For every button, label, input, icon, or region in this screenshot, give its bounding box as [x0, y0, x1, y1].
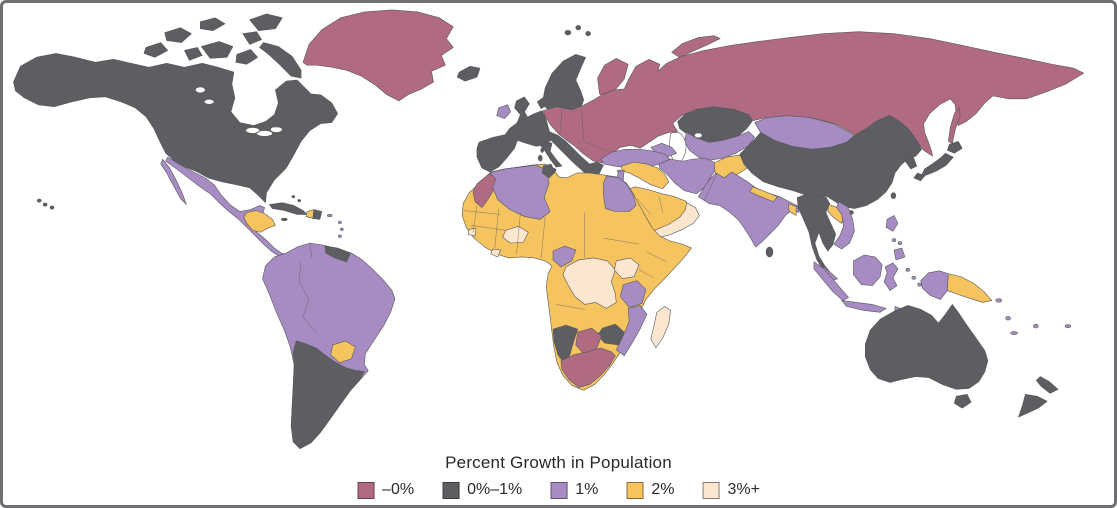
region-sakhalin [948, 107, 961, 144]
region-mexico-central-america [160, 156, 292, 259]
region-haiti [305, 209, 315, 219]
region-sri-lanka [765, 246, 774, 258]
region-iceland [456, 65, 481, 82]
region-cuba [269, 202, 308, 215]
region-dr-congo [562, 257, 617, 309]
region-svalbard [564, 25, 591, 37]
region-myanmar-thailand [796, 193, 836, 273]
region-iraq-syria [620, 161, 669, 190]
region-guyana [324, 245, 351, 263]
region-gabon-congo [552, 245, 577, 268]
region-australia [865, 304, 989, 390]
legend-swatch-two [626, 481, 644, 499]
region-paraguay [330, 340, 356, 363]
region-hawaii [36, 198, 55, 210]
region-denmark [536, 96, 549, 110]
region-bangladesh [787, 203, 797, 216]
legend-swatch-neg [357, 481, 375, 499]
region-jamaica [281, 217, 288, 221]
region-south-africa [560, 347, 616, 388]
legend-swatch-one [550, 481, 568, 499]
region-algeria [489, 164, 551, 220]
legend-swatch-zero [442, 481, 460, 499]
region-vietnam-cambodia [833, 201, 855, 250]
region-new-guinea-west [920, 270, 949, 300]
region-ireland [496, 104, 511, 119]
legend-label-two: 2% [651, 481, 675, 498]
region-novaya-zemlya [671, 35, 721, 58]
legend-label-neg: –0% [382, 481, 415, 498]
region-south-sudan-uganda [614, 257, 640, 280]
legend-item-two: 2% [626, 481, 674, 499]
region-nepal [749, 186, 778, 202]
region-argentina-chile [290, 340, 365, 449]
region-guatemala-honduras [243, 210, 276, 233]
region-tanzania [619, 280, 647, 308]
region-taiwan [890, 192, 897, 199]
region-korea [905, 153, 918, 170]
region-tasmania [953, 394, 972, 409]
region-burkina-faso [502, 226, 529, 244]
region-egypt [603, 175, 637, 212]
region-namibia [552, 324, 579, 365]
region-papua-new-guinea [947, 273, 993, 303]
region-new-zealand [1018, 376, 1059, 418]
great-lakes [195, 86, 283, 137]
legend-label-three: 3%+ [727, 481, 760, 498]
region-india-pakistan [698, 171, 800, 248]
region-philippines [885, 215, 906, 261]
region-mozambique [616, 305, 648, 357]
legend-item-neg: –0% [357, 481, 414, 499]
region-greenland [302, 9, 454, 102]
legend-items: –0% 0%–1% 1% 2% 3%+ [357, 481, 760, 499]
region-lesser-antilles [338, 220, 344, 238]
legend-item-zero: 0%–1% [442, 481, 522, 499]
legend-title: Percent Growth in Population [445, 453, 672, 472]
region-north-america [13, 53, 338, 203]
legend-item-three: 3%+ [702, 481, 760, 499]
legend-swatch-three [702, 481, 720, 499]
legend: Percent Growth in Population –0% 0%–1% 1… [357, 453, 760, 499]
region-puerto-rico [326, 213, 333, 217]
region-pacific-islands [995, 298, 1072, 335]
country-borders [113, 62, 718, 334]
region-iran [658, 157, 717, 195]
legend-item-one: 1% [550, 481, 598, 499]
region-france [504, 110, 553, 147]
region-italy [537, 140, 563, 173]
legend-label-one: 1% [575, 481, 599, 498]
region-japan [913, 141, 963, 182]
region-iberia [476, 134, 519, 173]
region-tunisia [541, 163, 556, 179]
region-dominican-republic [312, 209, 323, 220]
region-bahamas [291, 195, 302, 203]
region-eastern-europe-russia [542, 31, 1085, 164]
region-arctic-islands [143, 13, 302, 79]
region-madagascar [650, 306, 671, 349]
world-map [13, 9, 1085, 449]
legend-label-zero: 0%–1% [467, 481, 523, 498]
